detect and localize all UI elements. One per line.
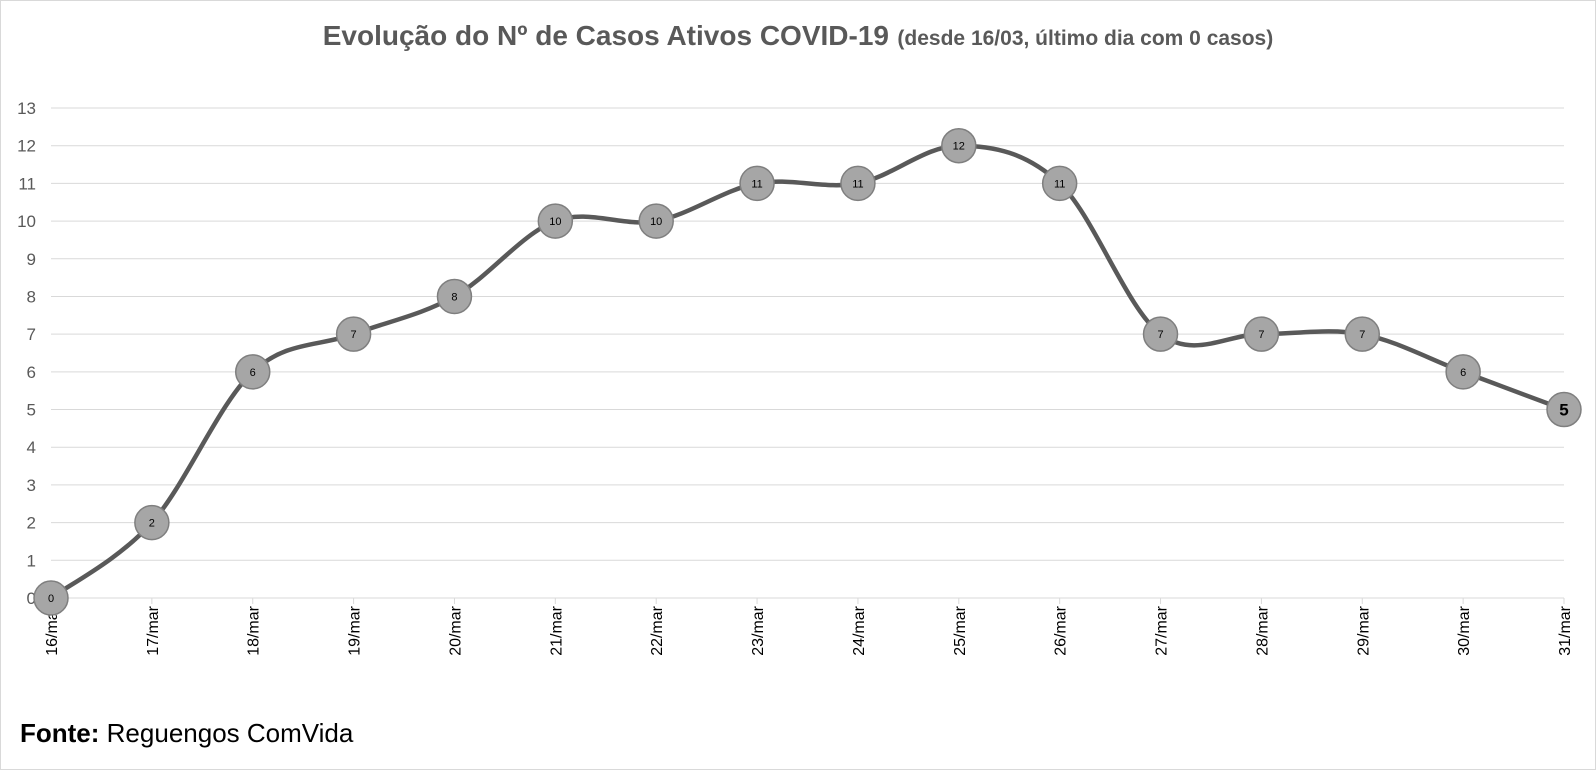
- data-label: 7: [351, 329, 357, 341]
- x-tick-label: 17/mar: [145, 605, 162, 655]
- gridlines: [50, 107, 1565, 604]
- data-label: 10: [549, 216, 561, 228]
- data-label: 11: [751, 178, 762, 190]
- x-tick-label: 29/mar: [1355, 605, 1372, 655]
- data-point-marker: [436, 278, 473, 315]
- data-label: 11: [1054, 178, 1065, 190]
- data-label: 12: [953, 141, 965, 153]
- data-point-marker: [33, 580, 69, 616]
- chart-subtitle: (desde 16/03, último dia com 0 casos): [897, 27, 1274, 50]
- y-tick-label: 7: [27, 325, 36, 344]
- data-label: 6: [250, 367, 256, 379]
- y-tick-label: 12: [17, 137, 36, 156]
- data-point-marker: [537, 203, 574, 239]
- x-tick-label: 24/mar: [851, 605, 868, 655]
- data-point-markers: 0 2 6 7 8 10 10 11 11 12 11 7 7 7 6 5: [33, 127, 1582, 616]
- source-note: Fonte: Reguengos ComVida: [20, 718, 353, 749]
- x-tick-label: 26/mar: [1053, 605, 1070, 655]
- y-tick-label: 0: [27, 589, 36, 608]
- data-label: 7: [1359, 329, 1365, 341]
- data-point-marker: [134, 504, 170, 541]
- x-tick-label: 16/mar: [44, 605, 61, 655]
- x-tick-label: 21/mar: [548, 605, 565, 655]
- y-tick-label: 2: [27, 514, 36, 533]
- x-tick-label: 19/mar: [347, 605, 364, 655]
- x-tick-label: 30/mar: [1456, 605, 1473, 655]
- y-tick-label: 6: [27, 363, 36, 382]
- data-label: 7: [1157, 329, 1163, 341]
- y-tick-label: 5: [27, 401, 36, 420]
- data-point-marker: [941, 127, 977, 164]
- source-text: Reguengos ComVida: [106, 718, 354, 748]
- data-point-marker: [1142, 316, 1179, 352]
- y-tick-label: 9: [27, 250, 36, 269]
- x-tick-label: 22/mar: [649, 605, 666, 655]
- x-tick-label: 25/mar: [952, 605, 969, 655]
- data-point-marker: [1344, 316, 1381, 352]
- source-label: Fonte:: [20, 718, 100, 748]
- data-label: 5: [1559, 401, 1568, 420]
- data-point-marker: [1445, 354, 1481, 390]
- x-tick-label: 20/mar: [447, 605, 464, 655]
- data-label: 0: [48, 593, 54, 605]
- y-tick-label: 10: [17, 212, 36, 231]
- y-tick-label: 13: [17, 99, 36, 118]
- data-label: 2: [149, 518, 155, 530]
- y-tick-label: 1: [27, 551, 36, 570]
- data-label: 7: [1258, 329, 1264, 341]
- x-axis-tick-labels: 16/mar 17/mar 18/mar 19/mar 20/mar 21/mar 22/m…: [44, 605, 1574, 655]
- y-tick-label: 4: [27, 438, 36, 457]
- data-label: 10: [650, 216, 662, 228]
- data-label: 6: [1460, 367, 1466, 379]
- data-label: 11: [852, 178, 863, 190]
- series-line-layer: [48, 143, 1567, 601]
- x-tick-label: 28/mar: [1254, 605, 1271, 655]
- y-tick-label: 8: [27, 287, 36, 306]
- series-line: [48, 143, 1567, 601]
- x-tick-label: 27/mar: [1154, 605, 1171, 655]
- chart-title-main: Evolução do Nº de Casos Ativos COVID-19: [322, 20, 889, 51]
- x-tick-label: 23/mar: [750, 605, 767, 655]
- y-tick-label: 3: [27, 476, 36, 495]
- x-tick-label: 31/mar: [1557, 605, 1574, 655]
- data-point-marker: [638, 203, 674, 239]
- data-point-marker: [1041, 165, 1078, 202]
- data-point-marker: [1546, 391, 1582, 428]
- y-tick-label: 11: [18, 174, 36, 193]
- data-point-marker: [739, 165, 775, 202]
- chart-title: Evolução do Nº de Casos Ativos COVID-19 …: [0, 20, 1596, 52]
- data-point-marker: [335, 316, 372, 352]
- x-tick-label: 18/mar: [246, 605, 263, 655]
- data-point-marker: [1243, 316, 1280, 352]
- data-point-marker: [234, 354, 271, 390]
- data-label: 8: [451, 291, 457, 303]
- data-point-marker: [840, 165, 876, 202]
